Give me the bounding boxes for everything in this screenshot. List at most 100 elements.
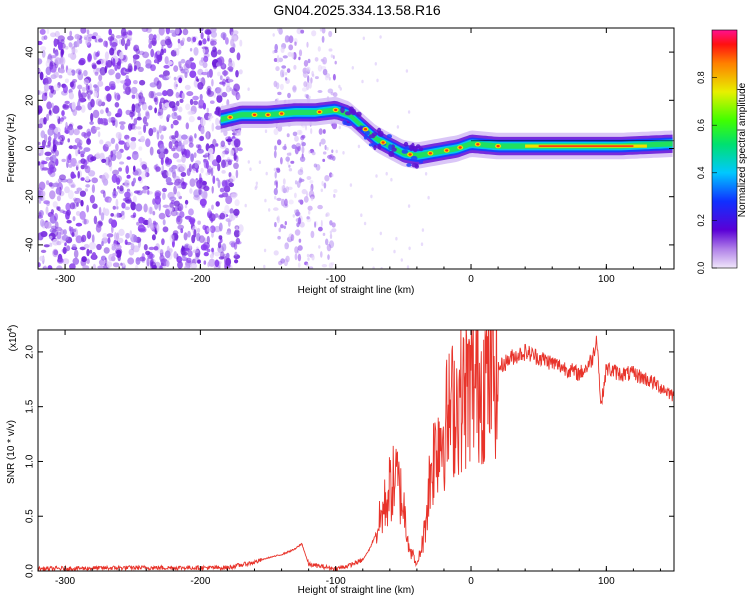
noise-blob [104, 51, 109, 61]
noise-blob [172, 230, 179, 236]
noise-blob [156, 80, 162, 90]
noise-blob [306, 216, 312, 223]
y-tick-label: -40 [25, 237, 36, 252]
noise-blob [189, 178, 196, 187]
noise-blob [51, 182, 60, 188]
noise-blob [128, 248, 135, 256]
ridge-blob [406, 163, 412, 167]
noise-blob [49, 146, 53, 150]
noise-blob [193, 100, 199, 106]
noise-blob [119, 161, 125, 165]
ridge-hotspot [266, 113, 270, 117]
noise-blob [322, 68, 328, 76]
noise-blob [164, 250, 171, 259]
noise-blob [133, 118, 138, 126]
noise-blob [126, 138, 130, 148]
noise-blob [288, 35, 294, 44]
noise-blob [263, 264, 266, 269]
noise-blob [178, 106, 183, 113]
noise-blob [171, 200, 175, 205]
noise-blob [286, 68, 291, 73]
noise-blob [57, 131, 61, 140]
noise-blob [161, 164, 165, 173]
noise-blob [135, 257, 141, 265]
noise-blob [161, 238, 165, 246]
noise-blob [320, 138, 326, 145]
noise-blob [229, 149, 235, 156]
noise-blob [319, 142, 322, 147]
noise-blob [305, 94, 309, 99]
noise-blob [83, 78, 90, 85]
noise-blob [86, 131, 92, 137]
noise-blob [162, 192, 166, 200]
noise-blob [138, 146, 143, 151]
noise-blob [306, 216, 310, 220]
noise-blob [199, 135, 205, 142]
noise-blob [141, 253, 145, 261]
noise-blob [156, 50, 161, 55]
noise-blob [233, 242, 238, 250]
noise-blob [48, 109, 52, 115]
noise-blob [291, 144, 297, 149]
noise-blob [203, 158, 208, 163]
noise-blob [214, 110, 218, 115]
noise-blob [178, 61, 182, 65]
noise-blob [206, 235, 210, 245]
noise-blob [297, 146, 301, 152]
noise-blob [156, 33, 161, 41]
ridge-hotspot [408, 153, 412, 156]
noise-blob [101, 118, 107, 124]
noise-blob [73, 158, 77, 163]
noise-blob [292, 131, 298, 137]
noise-blob [112, 58, 116, 67]
noise-blob [112, 193, 117, 199]
noise-blob [327, 88, 334, 94]
noise-blob [53, 38, 58, 47]
ridge-blob [409, 144, 414, 152]
noise-blob [140, 96, 145, 105]
noise-blob [296, 129, 302, 135]
noise-blob [90, 156, 97, 162]
noise-blob [60, 117, 64, 122]
noise-blob [76, 142, 82, 148]
noise-blob [149, 146, 154, 156]
ridge-stable [538, 145, 634, 147]
noise-blob [38, 198, 42, 204]
ridge-blob [388, 144, 393, 151]
colorbar-tick-label: 0.0 [696, 262, 706, 275]
noise-blob [46, 180, 50, 186]
noise-blob [221, 91, 228, 98]
figure-title: GN04.2025.334.13.58.R16 [273, 2, 441, 18]
noise-blob [225, 85, 231, 93]
noise-blob [221, 170, 226, 174]
noise-blob [148, 128, 154, 137]
noise-blob [44, 92, 48, 97]
noise-blob [57, 82, 61, 89]
noise-blob [218, 235, 223, 240]
noise-blob [424, 172, 428, 176]
noise-blob [77, 171, 80, 179]
noise-blob [72, 108, 78, 116]
ridge-blob [348, 106, 355, 113]
noise-blob [176, 48, 180, 56]
noise-blob [72, 216, 76, 222]
noise-blob [311, 30, 317, 37]
noise-blob [141, 164, 147, 170]
noise-blob [139, 157, 143, 163]
noise-blob [294, 209, 297, 214]
noise-blob [137, 176, 142, 182]
noise-blob [83, 147, 91, 153]
noise-blob [80, 177, 85, 181]
noise-blob [154, 107, 158, 114]
noise-blob [324, 75, 329, 81]
noise-blob [112, 120, 116, 127]
noise-blob [128, 123, 133, 131]
noise-blob [49, 242, 53, 247]
noise-blob [61, 158, 66, 163]
noise-blob [232, 30, 239, 35]
noise-blob [176, 164, 184, 173]
noise-blob [113, 214, 117, 218]
noise-blob [91, 177, 98, 184]
noise-blob [194, 79, 198, 88]
